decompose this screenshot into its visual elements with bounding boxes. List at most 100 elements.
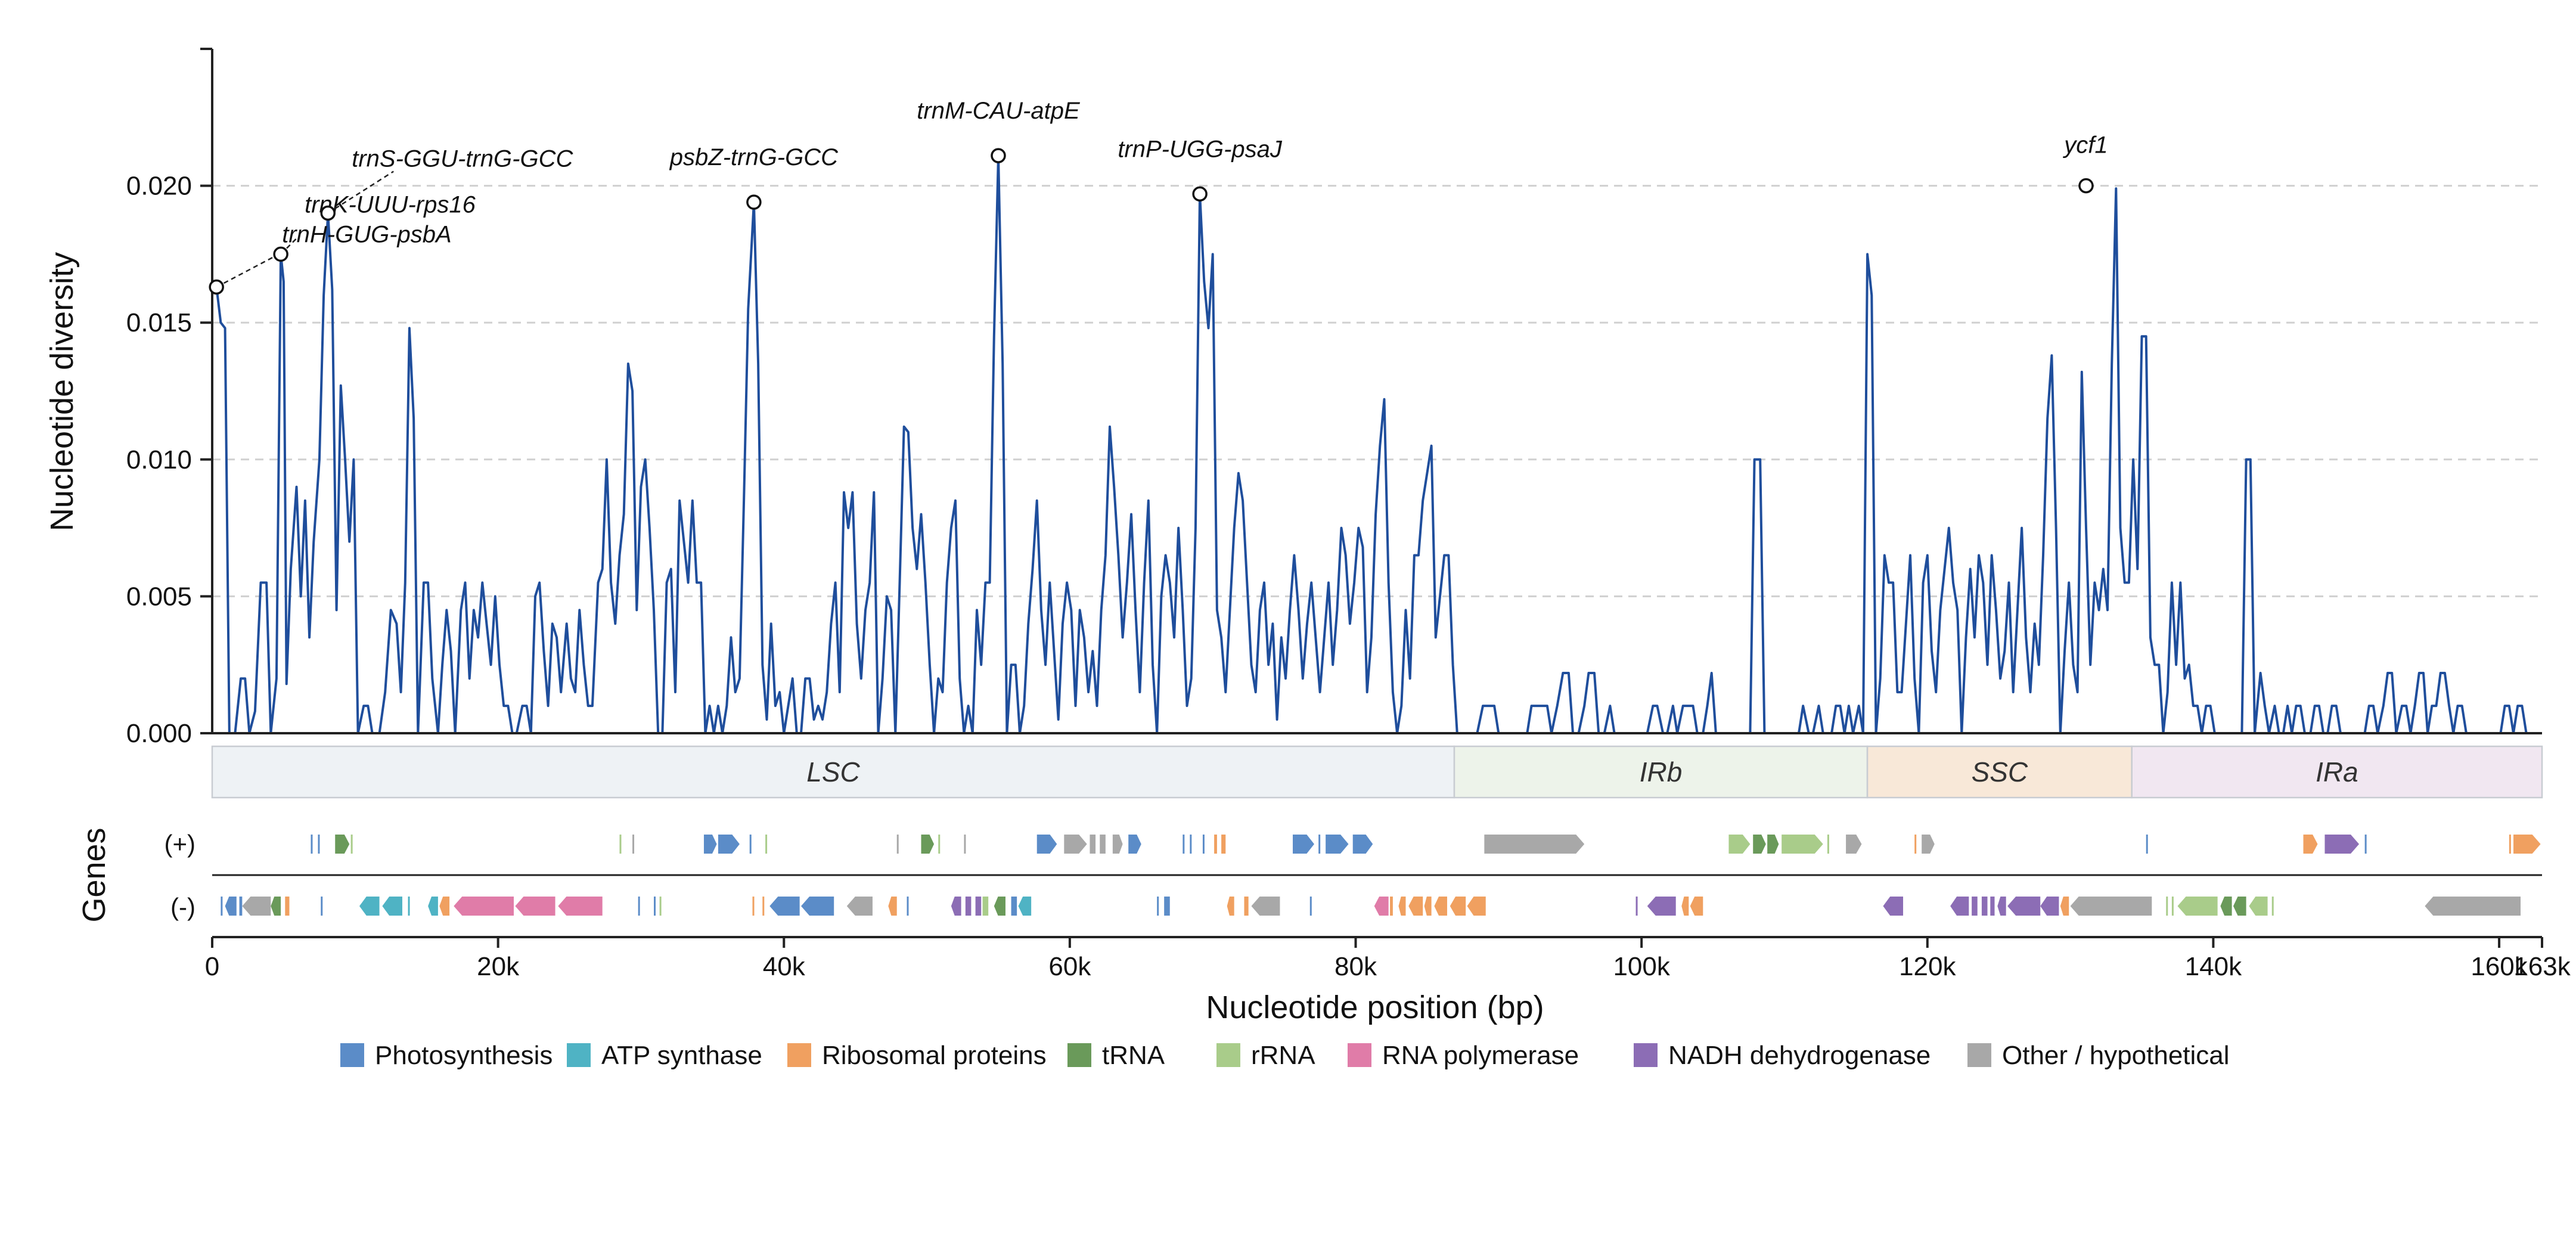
legend-swatch [567,1043,591,1067]
peak-marker [273,246,288,262]
x-tick-label: 120k [1899,952,1956,981]
legend-swatch [1967,1043,1991,1067]
region-label-ssc: SSC [1972,756,2028,787]
gene-block [1390,897,1393,916]
gene-arrow [718,835,740,854]
region-band-ssc [1866,745,2133,799]
gene-block [318,835,320,854]
x-tick-label: 160k [2471,952,2528,981]
gene-block [749,835,752,854]
gene-block [632,835,635,854]
gene-arrow [1922,835,1935,854]
peak-label: trnM-CAU-atpE [917,98,1081,124]
minus-strand-label: (-) [170,893,195,921]
gene-block [350,835,353,854]
gene-arrow [1467,897,1486,916]
gene-block [752,897,755,916]
gene-block [408,897,410,916]
peak-label: trnP-UGG-psaJ [1118,136,1283,162]
gene-arrow [703,835,717,854]
annotation-leader [327,170,394,214]
gene-block [2509,835,2511,854]
legend-swatch [1216,1043,1240,1067]
gene-block [1972,897,1978,916]
gene-block [1635,897,1638,916]
gene-arrow [769,897,800,916]
gene-block [285,897,290,916]
gene-arrow [1112,835,1123,854]
gene-arrow [1767,835,1779,854]
gene-block [1827,835,1829,854]
annotation-leader [216,256,274,288]
gene-arrow [454,897,514,916]
legend-swatch [787,1043,811,1067]
gene-arrow [515,897,555,916]
gene-layer [212,835,2542,938]
gene-block [1214,835,1217,854]
peak-label: ycf1 [2062,132,2108,159]
line-layer [215,154,2538,734]
gene-block [964,835,966,854]
gene-arrow [1408,897,1423,916]
y-tick-label: 0.000 [126,719,192,748]
peak-label: trnS-GGU-trnG-GCC [352,146,573,172]
peak-marker [991,148,1006,163]
gene-arrow [1434,897,1448,916]
region-label-irb: IRb [1640,756,1683,787]
gene-arrow [439,897,450,916]
region-band-ira [2131,745,2543,799]
gene-arrow [1398,897,1406,916]
gene-block [1090,835,1096,854]
gene-arrow [1690,897,1703,916]
gene-block [1190,835,1192,854]
region-band-lsc [211,745,1455,799]
gene-block [1990,897,1995,916]
gene-arrow [1681,897,1689,916]
legend-label: Photosynthesis [375,1041,553,1070]
gene-block [654,897,656,916]
x-tick-label: 140k [2185,952,2242,981]
gene-arrow [1950,897,1969,916]
gene-arrow [2425,897,2521,916]
gene-arrow [335,835,350,854]
gene-arrow [1997,897,2006,916]
gene-arrow [1846,835,1862,854]
gene-block [1100,835,1106,854]
x-tick-label: 60k [1048,952,1091,981]
gene-arrow [1647,897,1676,916]
gene-arrow [1251,897,1280,916]
gene-block [221,897,223,916]
peak-marker [320,205,336,221]
gene-block [1164,897,1170,916]
gene-block [765,835,768,854]
gene-arrow [1374,897,1389,916]
gene-block [638,897,640,916]
y-tick-label: 0.015 [126,308,192,337]
gene-arrow [1018,897,1032,916]
gene-block [2146,835,2148,854]
gene-arrow [1352,835,1373,854]
gene-block [659,897,662,916]
gene-arrow [1450,897,1466,916]
legend-label: rRNA [1251,1041,1315,1070]
gene-block [1309,897,1312,916]
x-tick-label: 100k [1613,952,1670,981]
gene-block [1221,835,1226,854]
legend-label: NADH dehydrogenase [1668,1041,1931,1070]
gene-arrow [2303,835,2318,854]
peak-marker [1192,186,1208,202]
gene-block [2271,897,2274,916]
gene-arrow [271,897,281,916]
region-label-lsc: LSC [806,756,860,787]
gene-block [1244,897,1249,916]
y-tick-label: 0.020 [126,172,192,201]
gene-block [982,897,989,916]
gene-arrow [994,897,1005,916]
gene-arrow [2040,897,2059,916]
gene-arrow [1036,835,1057,854]
gene-block [975,897,982,916]
gene-arrow [2060,897,2069,916]
gene-block [2166,897,2168,916]
gene-arrow [888,897,897,916]
